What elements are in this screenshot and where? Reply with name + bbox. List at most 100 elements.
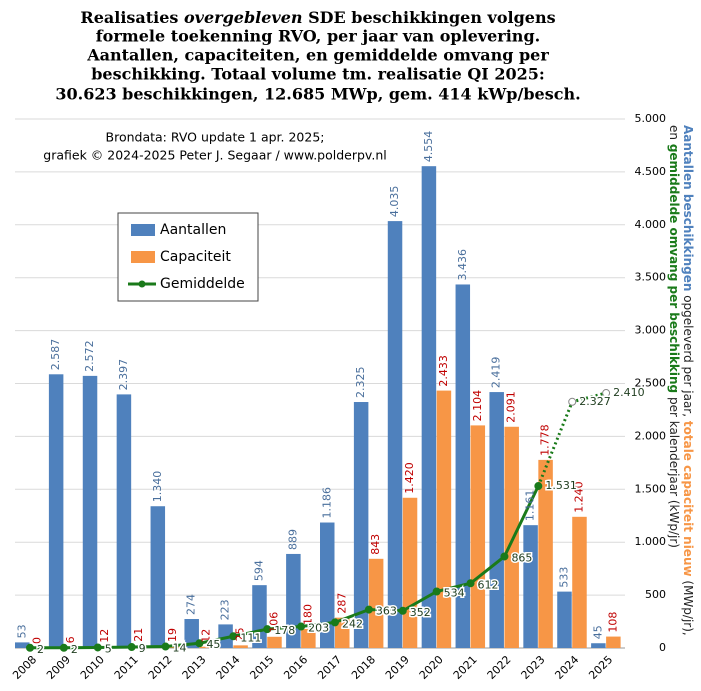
value-label: 1.420 <box>403 462 416 494</box>
line-point <box>331 618 339 627</box>
value-label: 363 <box>376 605 397 618</box>
bar <box>504 426 519 648</box>
y-tick-label: 1.500 <box>635 482 667 495</box>
axis-title: en gemiddelde omvang per beschikking per… <box>668 125 682 548</box>
x-tick-label: 2016 <box>281 653 310 682</box>
line-point <box>466 579 475 588</box>
value-label: 287 <box>335 593 348 614</box>
x-tick-label: 2010 <box>78 653 107 682</box>
line-point <box>398 606 407 615</box>
x-tick-label: 2008 <box>10 653 39 682</box>
bar <box>368 558 384 648</box>
bar <box>233 645 248 648</box>
value-label: 111 <box>240 631 261 644</box>
axis-title-part: totale capaciteit nieuw <box>682 421 696 577</box>
line-point <box>297 622 306 631</box>
line-point <box>26 643 34 652</box>
value-label: 2.587 <box>49 339 62 371</box>
y-tick-label: 2.500 <box>635 377 667 390</box>
plot-area <box>15 118 625 652</box>
legend: Aantallen Capaciteit Gemiddelde <box>117 212 259 302</box>
x-tick-label: 2025 <box>586 653 615 682</box>
value-label: 203 <box>308 622 329 635</box>
value-label: 2.572 <box>83 340 96 372</box>
line-point <box>127 643 136 652</box>
bar <box>470 425 486 648</box>
value-label: 45 <box>206 638 220 651</box>
title-line: Aantallen, capaciteiten, en gemiddelde o… <box>86 46 549 65</box>
value-label: 2 <box>71 643 78 656</box>
legend-label: Aantallen <box>160 222 226 238</box>
line-point <box>534 482 543 491</box>
value-label: 5 <box>105 642 112 655</box>
value-label: 242 <box>342 617 363 630</box>
value-label: 533 <box>557 567 570 588</box>
x-tick-label: 2013 <box>180 653 209 682</box>
bar <box>48 374 64 648</box>
bar <box>335 617 350 648</box>
value-label: 2.410 <box>613 386 645 399</box>
value-label: 3.436 <box>456 249 469 281</box>
bar <box>82 375 98 648</box>
value-label: 108 <box>606 612 619 633</box>
source-note: grafiek © 2024-2025 Peter J. Segaar / ww… <box>43 148 386 163</box>
line-point <box>500 552 509 561</box>
axis-title-part: gemiddelde omvang per beschikking <box>668 144 682 393</box>
value-label: 594 <box>252 560 265 581</box>
x-tick-label: 2019 <box>383 653 412 682</box>
bar <box>557 591 572 648</box>
bar <box>591 643 606 648</box>
x-tick-label: 2022 <box>485 653 514 682</box>
value-label: 9 <box>139 642 146 655</box>
value-label: 178 <box>274 624 295 637</box>
line-point <box>161 642 170 651</box>
title-part: SDE beschikkingen volgens <box>303 8 556 27</box>
bar <box>286 553 301 648</box>
value-label: 612 <box>478 578 499 591</box>
value-label: 1.778 <box>539 424 552 456</box>
bar <box>523 525 538 648</box>
value-label: 534 <box>444 587 465 600</box>
value-label: 2.433 <box>437 355 450 387</box>
value-label: 1.240 <box>572 481 585 513</box>
line <box>30 485 540 650</box>
bar <box>402 497 418 648</box>
line-point <box>568 397 577 406</box>
value-label: 2.091 <box>505 391 518 423</box>
value-label: 865 <box>511 551 532 564</box>
value-label: 274 <box>185 594 198 615</box>
y-tick-label: 3.500 <box>635 271 667 284</box>
legend-label: Gemiddelde <box>160 276 245 292</box>
bar <box>184 619 199 648</box>
line-point <box>195 639 204 648</box>
line-point <box>364 605 373 614</box>
value-label: 843 <box>369 534 382 555</box>
bar <box>320 522 335 648</box>
value-label: 19 <box>166 628 179 642</box>
bar <box>455 284 471 648</box>
value-label: 2.419 <box>490 357 503 389</box>
value-label: 106 <box>267 612 280 633</box>
value-label: 1.186 <box>320 487 333 519</box>
value-label: 45 <box>591 625 604 639</box>
bar <box>199 646 214 648</box>
title-line: beschikking. Totaal volume tm. realisati… <box>91 65 545 84</box>
value-label: 14 <box>173 642 187 655</box>
title-line: 30.623 beschikkingen, 12.685 MWp, gem. 4… <box>55 85 580 104</box>
title-part: overgebleven <box>184 8 303 27</box>
value-label: 4.554 <box>422 131 435 163</box>
axis-title-part: en <box>668 125 682 144</box>
y-tick-label: 4.500 <box>635 165 667 178</box>
line-point <box>263 625 272 634</box>
bar <box>116 394 132 648</box>
bar <box>421 166 437 648</box>
value-label: 889 <box>286 529 299 550</box>
bar <box>606 636 621 648</box>
x-tick-label: 2009 <box>44 653 73 682</box>
x-tick-label: 2015 <box>247 653 276 682</box>
value-label: 21 <box>132 628 145 642</box>
x-tick-label: 2011 <box>112 653 141 682</box>
x-tick-label: 2021 <box>451 653 480 682</box>
x-tick-label: 2017 <box>315 653 344 682</box>
